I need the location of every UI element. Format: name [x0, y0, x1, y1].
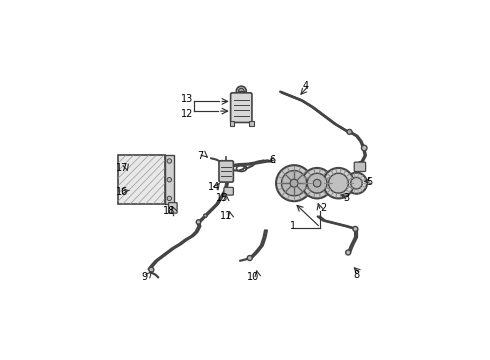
- Text: 15: 15: [216, 193, 228, 203]
- Text: 5: 5: [366, 177, 372, 187]
- Bar: [118, 156, 165, 204]
- Text: 16: 16: [116, 187, 128, 197]
- Circle shape: [247, 256, 252, 261]
- Circle shape: [281, 171, 307, 196]
- Text: 2: 2: [320, 203, 326, 213]
- Circle shape: [307, 173, 327, 193]
- Text: 6: 6: [270, 156, 276, 166]
- Circle shape: [362, 145, 367, 151]
- Text: 14: 14: [208, 182, 220, 192]
- Text: 13: 13: [181, 94, 194, 104]
- Circle shape: [345, 250, 351, 255]
- Circle shape: [290, 179, 298, 187]
- Circle shape: [276, 165, 312, 201]
- Text: 7: 7: [197, 151, 204, 161]
- Circle shape: [358, 162, 364, 167]
- Circle shape: [353, 226, 358, 231]
- Text: 1: 1: [290, 221, 296, 231]
- Text: 10: 10: [247, 271, 260, 282]
- Circle shape: [167, 159, 171, 163]
- Circle shape: [239, 89, 244, 94]
- Bar: [230, 121, 235, 126]
- Circle shape: [196, 220, 201, 224]
- Bar: [249, 121, 254, 126]
- Text: 8: 8: [353, 270, 360, 280]
- Circle shape: [313, 179, 321, 187]
- Circle shape: [346, 173, 367, 194]
- Circle shape: [167, 177, 171, 182]
- FancyBboxPatch shape: [354, 162, 366, 172]
- Text: 12: 12: [181, 109, 194, 119]
- Text: 9: 9: [141, 271, 147, 282]
- Circle shape: [236, 86, 246, 96]
- Circle shape: [204, 214, 207, 217]
- Circle shape: [347, 129, 352, 134]
- FancyBboxPatch shape: [231, 93, 252, 122]
- Circle shape: [149, 267, 154, 272]
- Text: 11: 11: [220, 211, 232, 221]
- Circle shape: [351, 177, 362, 189]
- Bar: [238, 91, 245, 94]
- FancyBboxPatch shape: [224, 187, 233, 195]
- Circle shape: [167, 196, 171, 201]
- Text: 18: 18: [163, 207, 175, 216]
- Bar: [165, 156, 173, 204]
- Circle shape: [328, 173, 348, 193]
- Text: 4: 4: [302, 81, 308, 91]
- Circle shape: [323, 168, 354, 198]
- Text: 3: 3: [343, 193, 350, 203]
- Text: 17: 17: [116, 163, 128, 174]
- FancyBboxPatch shape: [219, 161, 233, 182]
- Circle shape: [302, 168, 332, 198]
- FancyBboxPatch shape: [169, 203, 177, 213]
